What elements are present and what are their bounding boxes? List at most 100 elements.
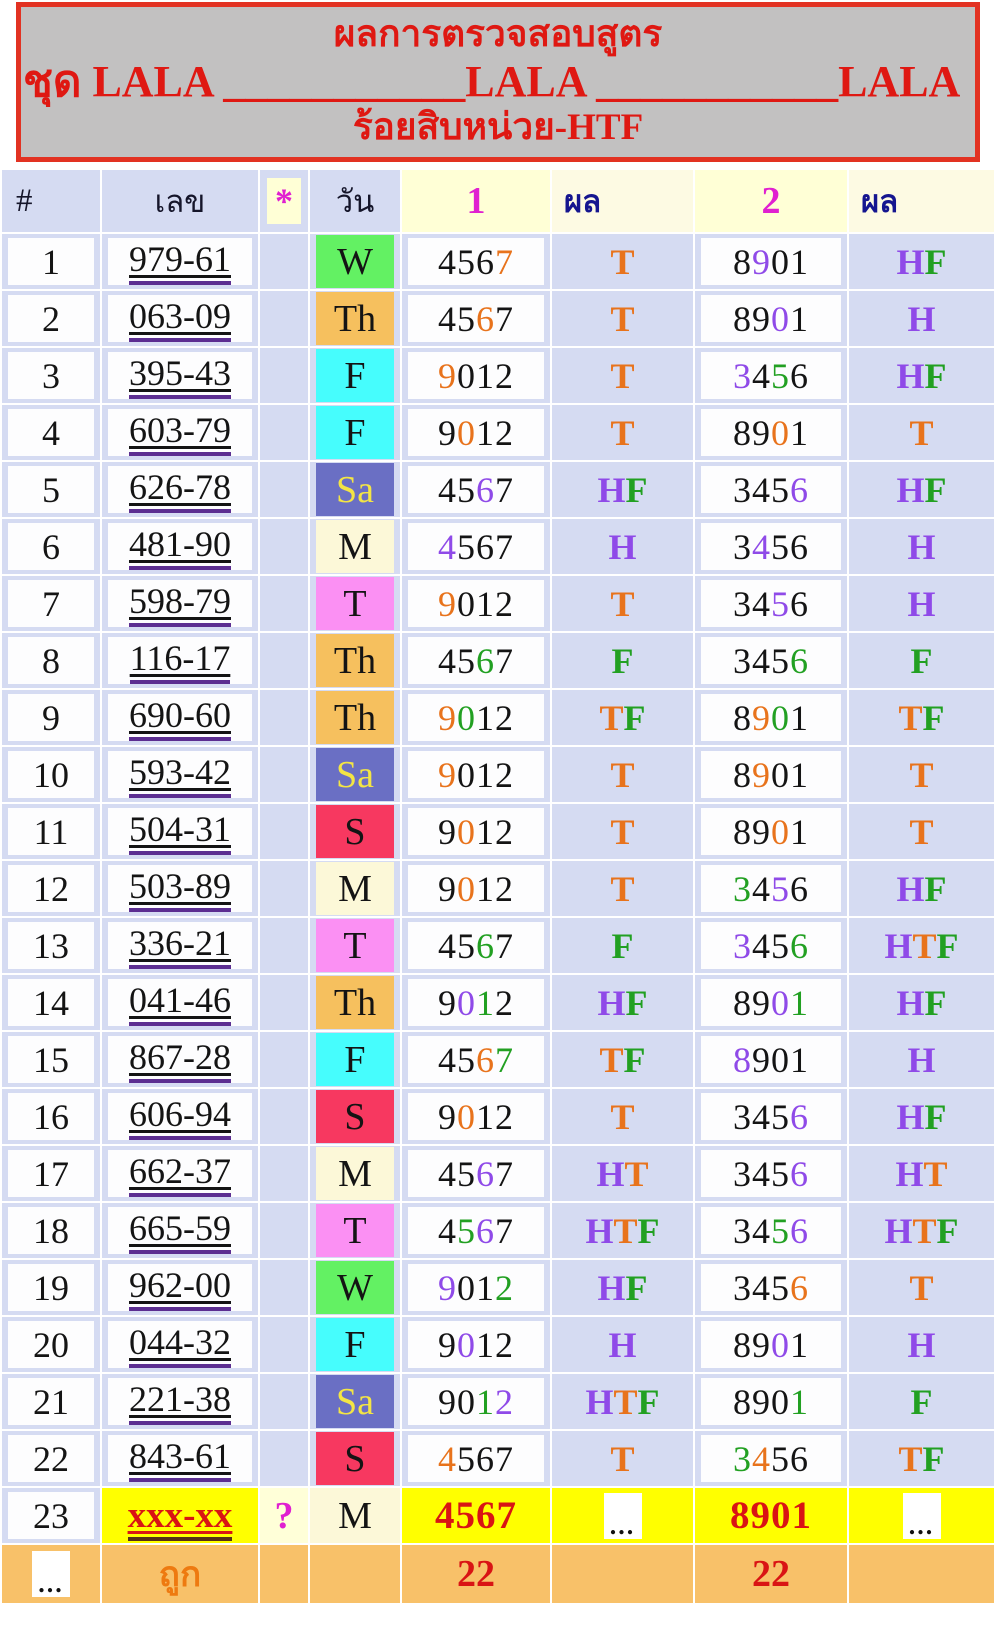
digit: T bbox=[912, 925, 937, 966]
lottery-number-link[interactable]: 690-60 bbox=[129, 694, 231, 741]
set2-result-cell: HT bbox=[847, 1144, 994, 1203]
number-box: 979-61 bbox=[108, 238, 252, 285]
digit: T bbox=[610, 1438, 635, 1479]
day-cell-sunday: S bbox=[308, 1087, 402, 1146]
star-cell bbox=[258, 802, 310, 861]
digit: 9 bbox=[438, 583, 457, 624]
digit: 2 bbox=[495, 583, 514, 624]
lottery-number-cell: xxx-xx bbox=[100, 1486, 260, 1545]
digit: 1 bbox=[790, 1381, 809, 1422]
digit: 0 bbox=[771, 241, 790, 282]
day-cell-friday: F bbox=[308, 346, 402, 405]
digit: 2 bbox=[495, 1381, 514, 1422]
lottery-number-link[interactable]: 221-38 bbox=[129, 1378, 231, 1425]
digit: 2 bbox=[495, 982, 514, 1023]
row-number-cell: 16 bbox=[0, 1087, 102, 1146]
day-badge: T bbox=[316, 577, 394, 630]
lottery-number-link[interactable]: 041-46 bbox=[129, 979, 231, 1026]
lottery-number-link[interactable]: 606-94 bbox=[129, 1093, 231, 1140]
digit: 9 bbox=[438, 1267, 457, 1308]
lottery-number-link[interactable]: 504-31 bbox=[129, 808, 231, 855]
digit: 0 bbox=[771, 697, 790, 738]
digit: 7 bbox=[495, 298, 514, 339]
day-cell-sunday: S bbox=[308, 802, 402, 861]
lottery-number-link[interactable]: 665-59 bbox=[129, 1207, 231, 1254]
digit: 9 bbox=[438, 1324, 457, 1365]
digit: 5 bbox=[771, 1210, 790, 1251]
lottery-number-link[interactable]: 598-79 bbox=[129, 580, 231, 627]
row-number: 4 bbox=[8, 409, 94, 456]
lottery-number-link[interactable]: 979-61 bbox=[129, 238, 231, 285]
digit: 5 bbox=[771, 583, 790, 624]
lottery-number-link[interactable]: 593-42 bbox=[129, 751, 231, 798]
day-cell-friday: F bbox=[308, 1030, 402, 1089]
set2-result-cell: T bbox=[847, 745, 994, 804]
digit: 3 bbox=[733, 583, 752, 624]
lottery-number-link[interactable]: 626-78 bbox=[129, 466, 231, 513]
lottery-number-link[interactable]: 116-17 bbox=[129, 637, 231, 684]
lottery-number-link[interactable]: 063-09 bbox=[129, 295, 231, 342]
number-box: 504-31 bbox=[108, 808, 252, 855]
lottery-number-link[interactable]: 481-90 bbox=[129, 523, 231, 570]
lottery-number-link[interactable]: 044-32 bbox=[129, 1321, 231, 1368]
digit: F bbox=[637, 1381, 660, 1422]
digit: 6 bbox=[476, 1039, 495, 1080]
lottery-number-link[interactable]: 867-28 bbox=[129, 1036, 231, 1083]
lottery-number-cell: 395-43 bbox=[100, 346, 260, 405]
lottery-number-link[interactable]: 962-00 bbox=[129, 1264, 231, 1311]
star-cell bbox=[258, 574, 310, 633]
day-badge: Sa bbox=[316, 1375, 394, 1428]
lottery-number-link[interactable]: 843-61 bbox=[129, 1435, 231, 1482]
row-number-cell: 23 bbox=[0, 1486, 102, 1545]
lottery-number-link[interactable]: 395-43 bbox=[129, 352, 231, 399]
digit: T bbox=[909, 412, 934, 453]
digit: 1 bbox=[476, 697, 495, 738]
ellipsis-icon: ... bbox=[902, 1492, 941, 1539]
number-box: 665-59 bbox=[108, 1207, 252, 1254]
row-number: 1 bbox=[8, 238, 94, 285]
digit: T bbox=[610, 412, 635, 453]
digit: 1 bbox=[476, 868, 495, 909]
digit: 5 bbox=[771, 1096, 790, 1137]
digit: 0 bbox=[457, 868, 476, 909]
digit: 0 bbox=[457, 1267, 476, 1308]
lottery-number-link[interactable]: 503-89 bbox=[129, 865, 231, 912]
day-badge: M bbox=[316, 1147, 394, 1200]
star-cell bbox=[258, 859, 310, 918]
row-number: 16 bbox=[8, 1093, 94, 1140]
lottery-number-link[interactable]: 603-79 bbox=[129, 409, 231, 456]
digit: F bbox=[924, 469, 947, 510]
lottery-number-link[interactable]: 336-21 bbox=[129, 922, 231, 969]
column-header-day: วัน bbox=[308, 168, 402, 234]
digit: 9 bbox=[752, 811, 771, 852]
row-number-cell: 9 bbox=[0, 688, 102, 747]
digit: 9 bbox=[752, 241, 771, 282]
digit: 0 bbox=[457, 412, 476, 453]
lottery-number-link[interactable]: 662-37 bbox=[129, 1150, 231, 1197]
digit: 1 bbox=[790, 412, 809, 453]
digit: F bbox=[924, 868, 947, 909]
totals-result1-cell bbox=[550, 1543, 695, 1605]
digit: 7 bbox=[495, 526, 514, 567]
set1-result-cell: TF bbox=[550, 1030, 695, 1089]
digit: 0 bbox=[771, 754, 790, 795]
digit: 1 bbox=[790, 241, 809, 282]
digit: 8 bbox=[733, 412, 752, 453]
lottery-number-link[interactable]: xxx-xx bbox=[127, 1495, 233, 1541]
digit: 6 bbox=[476, 925, 495, 966]
set1-result-cell: T bbox=[550, 574, 695, 633]
set1-result-cell: HF bbox=[550, 1258, 695, 1317]
